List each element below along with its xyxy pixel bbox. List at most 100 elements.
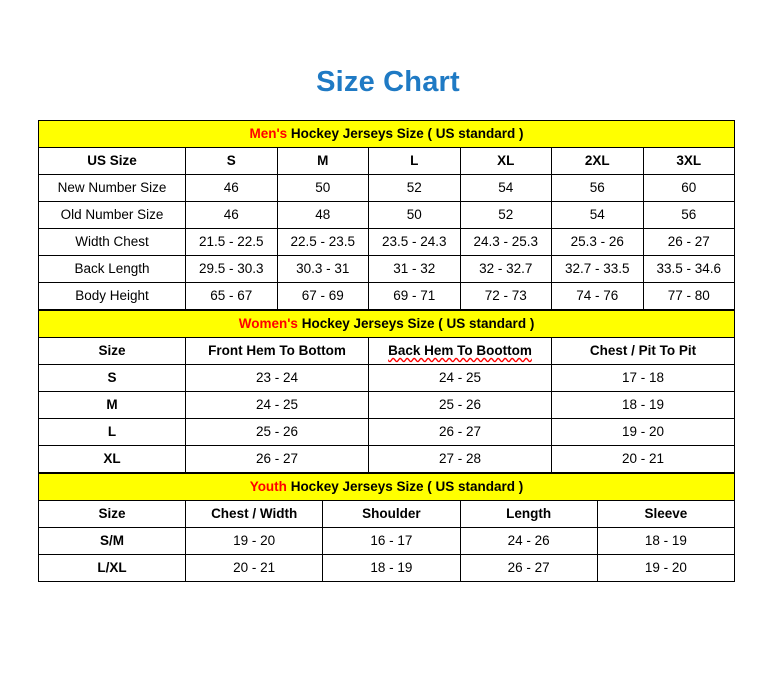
womens-header-cell: Size bbox=[38, 337, 186, 365]
mens-row-label: Body Height bbox=[38, 282, 186, 310]
womens-data-cell: 27 - 28 bbox=[368, 445, 552, 473]
mens-data-cell: 26 - 27 bbox=[642, 228, 735, 256]
mens-data-cell: 21.5 - 22.5 bbox=[185, 228, 278, 256]
womens-data-cell: 18 - 19 bbox=[550, 391, 736, 419]
mens-data-cell: 77 - 80 bbox=[642, 282, 735, 310]
youth-header-cell: Length bbox=[459, 500, 598, 528]
womens-data-cell: 25 - 26 bbox=[368, 391, 552, 419]
womens-data-cell: 26 - 27 bbox=[368, 418, 552, 446]
mens-row-label: Back Length bbox=[38, 255, 186, 283]
youth-header-row: Size Chest / Width Shoulder Length Sleev… bbox=[38, 500, 736, 528]
youth-header-cell: Size bbox=[38, 500, 186, 528]
youth-data-cell: 24 - 26 bbox=[459, 527, 598, 555]
table-row: S/M 19 - 20 16 - 17 24 - 26 18 - 19 bbox=[38, 527, 736, 555]
table-row: S 23 - 24 24 - 25 17 - 18 bbox=[38, 364, 736, 392]
mens-row-label: Old Number Size bbox=[38, 201, 186, 229]
womens-data-cell: 24 - 25 bbox=[368, 364, 552, 392]
womens-header-cell: Back Hem To Boottom bbox=[368, 337, 552, 365]
womens-row-label: S bbox=[38, 364, 186, 392]
mens-data-cell: 32 - 32.7 bbox=[459, 255, 552, 283]
womens-data-cell: 24 - 25 bbox=[185, 391, 369, 419]
mens-data-cell: 24.3 - 25.3 bbox=[459, 228, 552, 256]
mens-data-cell: 22.5 - 23.5 bbox=[276, 228, 369, 256]
table-row: Old Number Size 46 48 50 52 54 56 bbox=[38, 201, 735, 229]
mens-data-cell: 32.7 - 33.5 bbox=[551, 255, 644, 283]
youth-data-cell: 19 - 20 bbox=[184, 527, 324, 555]
youth-banner-rest: Hockey Jerseys Size ( US standard ) bbox=[286, 479, 524, 494]
mens-data-cell: 46 bbox=[185, 174, 278, 202]
womens-banner-row: Women's Hockey Jerseys Size ( US standar… bbox=[37, 310, 736, 338]
youth-data-cell: 16 - 17 bbox=[322, 527, 461, 555]
mens-row-label: New Number Size bbox=[38, 174, 186, 202]
youth-banner-accent: Youth bbox=[249, 479, 287, 494]
mens-data-cell: 52 bbox=[459, 201, 552, 229]
table-row: Body Height 65 - 67 67 - 69 69 - 71 72 -… bbox=[38, 282, 735, 310]
mens-data-cell: 56 bbox=[551, 174, 644, 202]
mens-data-cell: 56 bbox=[642, 201, 735, 229]
youth-header-cell: Sleeve bbox=[596, 500, 736, 528]
mens-data-cell: 52 bbox=[368, 174, 461, 202]
mens-data-cell: 50 bbox=[368, 201, 461, 229]
mens-data-cell: 72 - 73 bbox=[459, 282, 552, 310]
womens-row-label: XL bbox=[38, 445, 186, 473]
mens-data-cell: 25.3 - 26 bbox=[551, 228, 644, 256]
mens-header-cell: 3XL bbox=[642, 147, 735, 175]
table-row: XL 26 - 27 27 - 28 20 - 21 bbox=[38, 445, 736, 473]
mens-size-table: Men's Hockey Jerseys Size ( US standard … bbox=[38, 120, 735, 310]
mens-data-cell: 54 bbox=[551, 201, 644, 229]
mens-data-cell: 48 bbox=[276, 201, 369, 229]
size-tables-container: Men's Hockey Jerseys Size ( US standard … bbox=[37, 120, 736, 582]
womens-banner: Women's Hockey Jerseys Size ( US standar… bbox=[37, 310, 736, 338]
womens-row-label: L bbox=[38, 418, 186, 446]
mens-data-cell: 33.5 - 34.6 bbox=[642, 255, 735, 283]
youth-banner-row: Youth Hockey Jerseys Size ( US standard … bbox=[38, 473, 735, 501]
page-title: Size Chart bbox=[316, 66, 460, 98]
mens-data-cell: 65 - 67 bbox=[185, 282, 278, 310]
mens-data-cell: 74 - 76 bbox=[551, 282, 644, 310]
table-row: L/XL 20 - 21 18 - 19 26 - 27 19 - 20 bbox=[38, 554, 736, 582]
mens-banner: Men's Hockey Jerseys Size ( US standard … bbox=[38, 120, 735, 148]
mens-data-cell: 23.5 - 24.3 bbox=[368, 228, 461, 256]
mens-banner-row: Men's Hockey Jerseys Size ( US standard … bbox=[38, 120, 735, 148]
youth-data-cell: 20 - 21 bbox=[184, 554, 324, 582]
womens-header-cell: Front Hem To Bottom bbox=[185, 337, 369, 365]
mens-header-row: US Size S M L XL 2XL 3XL bbox=[38, 147, 735, 175]
mens-header-cell: 2XL bbox=[551, 147, 644, 175]
womens-data-cell: 26 - 27 bbox=[185, 445, 369, 473]
youth-data-cell: 26 - 27 bbox=[459, 554, 598, 582]
table-row: Back Length 29.5 - 30.3 30.3 - 31 31 - 3… bbox=[38, 255, 735, 283]
mens-data-cell: 30.3 - 31 bbox=[276, 255, 369, 283]
mens-data-cell: 54 bbox=[459, 174, 552, 202]
table-row: M 24 - 25 25 - 26 18 - 19 bbox=[38, 391, 736, 419]
table-row: New Number Size 46 50 52 54 56 60 bbox=[38, 174, 735, 202]
mens-row-label: Width Chest bbox=[38, 228, 186, 256]
womens-row-label: M bbox=[38, 391, 186, 419]
mens-data-cell: 67 - 69 bbox=[276, 282, 369, 310]
mens-data-cell: 50 bbox=[276, 174, 369, 202]
womens-header-row: Size Front Hem To Bottom Back Hem To Boo… bbox=[38, 337, 736, 365]
mens-banner-rest: Hockey Jerseys Size ( US standard ) bbox=[287, 126, 524, 141]
table-row: Width Chest 21.5 - 22.5 22.5 - 23.5 23.5… bbox=[38, 228, 735, 256]
misspelled-header-text: Back Hem To Boottom bbox=[388, 343, 532, 358]
mens-header-cell: US Size bbox=[38, 147, 186, 175]
mens-banner-accent: Men's bbox=[249, 126, 288, 141]
womens-banner-accent: Women's bbox=[238, 316, 298, 331]
womens-data-cell: 20 - 21 bbox=[550, 445, 736, 473]
mens-header-cell: S bbox=[185, 147, 278, 175]
womens-size-table: Women's Hockey Jerseys Size ( US standar… bbox=[37, 310, 736, 473]
womens-data-cell: 17 - 18 bbox=[550, 364, 736, 392]
womens-data-cell: 19 - 20 bbox=[550, 418, 736, 446]
mens-data-cell: 60 bbox=[642, 174, 735, 202]
youth-header-cell: Chest / Width bbox=[184, 500, 324, 528]
youth-row-label: L/XL bbox=[38, 554, 186, 582]
mens-data-cell: 69 - 71 bbox=[368, 282, 461, 310]
womens-data-cell: 25 - 26 bbox=[185, 418, 369, 446]
womens-header-cell: Chest / Pit To Pit bbox=[550, 337, 736, 365]
youth-data-cell: 18 - 19 bbox=[322, 554, 461, 582]
mens-data-cell: 29.5 - 30.3 bbox=[185, 255, 278, 283]
womens-banner-rest: Hockey Jerseys Size ( US standard ) bbox=[297, 316, 535, 331]
mens-data-cell: 31 - 32 bbox=[368, 255, 461, 283]
youth-size-table: Youth Hockey Jerseys Size ( US standard … bbox=[38, 473, 736, 582]
mens-header-cell: L bbox=[368, 147, 461, 175]
youth-data-cell: 18 - 19 bbox=[596, 527, 736, 555]
